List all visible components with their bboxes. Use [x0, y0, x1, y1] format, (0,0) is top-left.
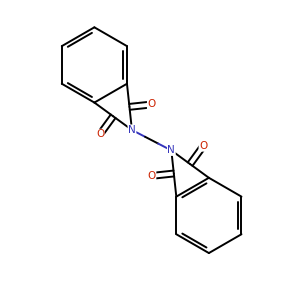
- Text: O: O: [147, 100, 156, 110]
- Text: O: O: [148, 171, 156, 181]
- Text: N: N: [167, 146, 175, 155]
- Text: O: O: [199, 141, 207, 151]
- Text: O: O: [96, 129, 104, 139]
- Text: N: N: [128, 125, 136, 135]
